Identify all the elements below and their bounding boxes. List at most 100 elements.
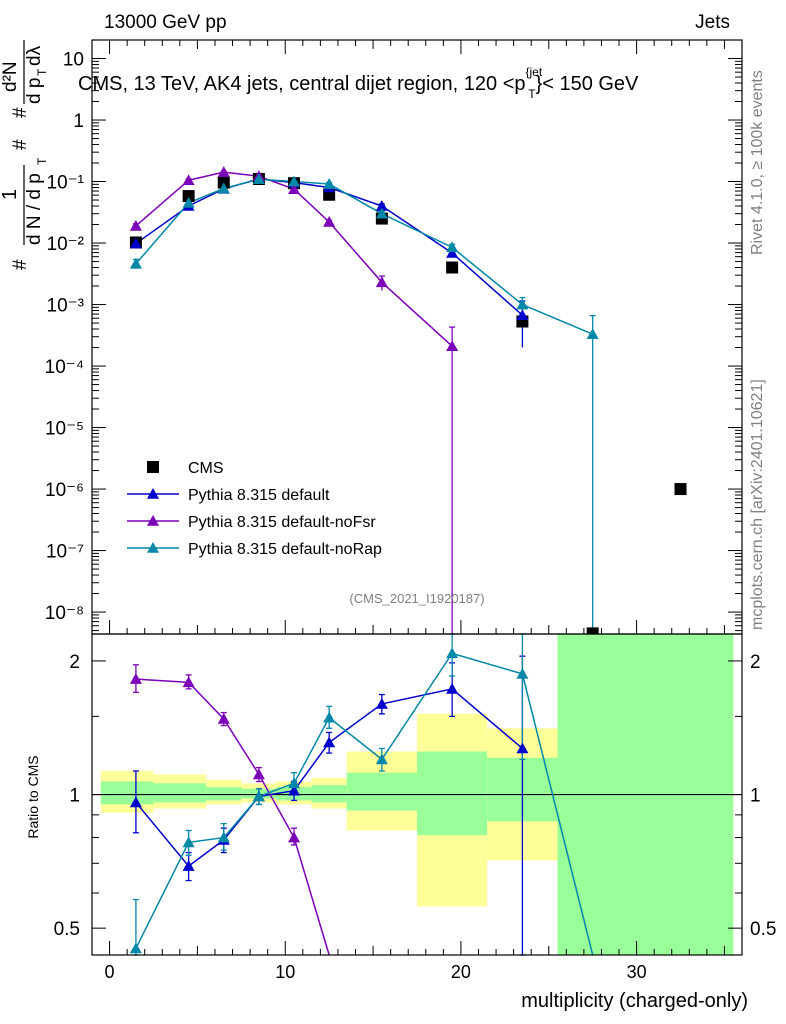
- y-tick-label: 10⁻²: [47, 234, 85, 255]
- cms-data-point: [674, 483, 687, 496]
- series-point-noFsr: [288, 183, 301, 195]
- axes: 0 10 20 3010110⁻¹10⁻²10⁻³10⁻⁴10⁻⁵10⁻⁶10⁻⁷10…: [45, 39, 776, 982]
- legend: CMS Pythia 8.315 default Pythia 8.315 defa…: [127, 460, 382, 558]
- uncertainty-band-green: [153, 783, 207, 803]
- ratio-y-tick-label: 0.5: [54, 919, 80, 940]
- ratio-y-tick-label: 1: [69, 786, 80, 807]
- upper-panel: [129, 166, 687, 640]
- series-point-noRap: [516, 298, 529, 310]
- legend-label: Pythia 8.315 default-noFsr: [188, 514, 376, 531]
- ratio-y-tick-label-right: 2: [750, 652, 761, 673]
- analysis-tag: (CMS_2021_I1920187): [349, 591, 484, 606]
- ratio-point-noRap: [252, 790, 265, 802]
- series-point-noFsr: [182, 174, 195, 186]
- uncertainty-band-green: [311, 785, 347, 803]
- y-tick-label: 10⁻⁷: [46, 542, 84, 563]
- y-axis-label-upper: # 1 d N / d p T # # d²N d p T dλ: [0, 40, 49, 270]
- svg-text:d N / d p: d N / d p: [24, 173, 45, 245]
- ratio-point-noRap: [217, 831, 230, 843]
- ratio-y-tick-label: 2: [69, 652, 80, 673]
- ratio-point-default: [129, 796, 142, 808]
- series-point-noFsr: [129, 219, 142, 231]
- series-point-noRap: [182, 196, 195, 208]
- ratio-point-default: [516, 742, 529, 754]
- series-point-noRap: [586, 328, 599, 339]
- ratio-point-noRap: [375, 753, 388, 765]
- ratio-point-noFsr: [182, 676, 195, 688]
- uncertainty-band-green: [346, 772, 417, 811]
- ratio-line-noRap: [135, 652, 594, 956]
- series-point-default: [516, 309, 529, 321]
- ratio-point-noFsr: [217, 712, 230, 724]
- x-tick-label: 20: [451, 962, 471, 982]
- ratio-line-noFsr: [135, 678, 330, 956]
- ratio-point-noFsr: [252, 768, 265, 780]
- ratio-point-noFsr: [129, 673, 142, 684]
- legend-marker: [147, 515, 159, 526]
- svg-text:#: #: [10, 259, 31, 270]
- ratio-y-tick-label-right: 0.5: [750, 919, 776, 940]
- legend-marker-cms: [147, 461, 159, 473]
- cms-data-point: [182, 190, 195, 203]
- y-tick-label: 10⁻¹: [47, 173, 85, 194]
- x-axis-label: multiplicity (charged-only): [521, 990, 748, 1012]
- cms-data-point: [446, 261, 459, 274]
- y-tick-label: 10⁻⁵: [45, 419, 84, 440]
- ratio-point-noRap: [288, 777, 301, 789]
- legend-label: Pythia 8.315 default: [188, 487, 330, 504]
- legend-label: CMS: [188, 460, 224, 477]
- x-tick-label: 30: [627, 962, 647, 982]
- series-line-noFsr: [135, 171, 453, 347]
- uncertainty-band-green: [100, 781, 154, 805]
- series-point-noFsr: [217, 166, 230, 177]
- series-point-noFsr: [375, 276, 388, 288]
- series-point-noRap: [375, 207, 388, 219]
- y-tick-label: 10⁻⁸: [45, 603, 84, 624]
- svg-text:dλ: dλ: [24, 45, 45, 66]
- lower-panel: [92, 633, 742, 956]
- x-tick-label: 0: [105, 962, 115, 982]
- series-point-default: [129, 237, 142, 249]
- ratio-point-default: [375, 697, 388, 709]
- y-tick-label: 1: [73, 111, 84, 132]
- header-left: 13000 GeV pp: [104, 12, 227, 33]
- ratio-point-default: [182, 860, 195, 871]
- rivet-label: Rivet 4.1.0, ≥ 100k events: [749, 70, 766, 255]
- series-point-noFsr: [323, 215, 336, 227]
- x-tick-label: 10: [275, 962, 295, 982]
- svg-text:d p: d p: [24, 78, 45, 104]
- chart-title: CMS, 13 TeV, AK4 jets, central dijet reg…: [78, 65, 639, 101]
- ratio-point-noRap: [129, 942, 142, 954]
- mcplots-label: mcplots.cern.ch [arXiv:2401.10621]: [749, 379, 766, 630]
- series-point-default: [375, 200, 388, 211]
- ratio-point-noFsr: [288, 831, 301, 843]
- series-point-noRap: [252, 173, 265, 185]
- y-tick-label: 10⁻³: [47, 296, 85, 317]
- legend-marker: [147, 542, 159, 553]
- svg-text:d²N: d²N: [0, 61, 21, 92]
- legend-label: Pythia 8.315 default-noRap: [188, 541, 382, 558]
- svg-text:#: #: [10, 107, 31, 118]
- uncertainty-band-green: [417, 751, 488, 836]
- y-tick-label: 10: [63, 50, 84, 71]
- series-point-noRap: [217, 182, 230, 194]
- svg-text:1: 1: [0, 189, 21, 200]
- series-point-noFsr: [446, 340, 459, 352]
- ratio-y-tick-label-right: 1: [750, 786, 761, 807]
- series-point-default: [446, 246, 459, 258]
- series-point-noRap: [446, 241, 459, 253]
- legend-marker: [147, 488, 159, 499]
- series-point-noRap: [323, 178, 336, 189]
- ratio-point-noRap: [446, 647, 459, 659]
- header-right: Jets: [695, 12, 730, 33]
- y-tick-label: 10⁻⁶: [45, 480, 84, 501]
- svg-text:#: #: [10, 139, 31, 150]
- ratio-point-default: [288, 784, 301, 796]
- series-line-noRap: [135, 178, 593, 335]
- svg-text:T: T: [35, 68, 49, 76]
- ratio-point-default: [323, 736, 336, 748]
- ratio-point-noRap: [182, 836, 195, 848]
- ratio-point-noRap: [516, 667, 529, 679]
- ratio-point-noRap: [323, 711, 336, 723]
